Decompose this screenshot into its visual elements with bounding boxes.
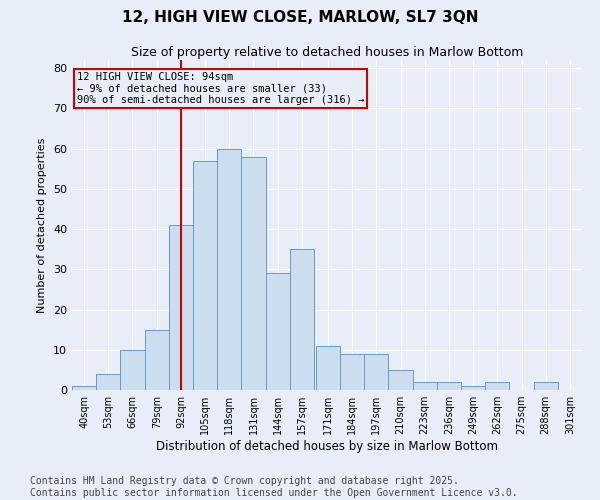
- Bar: [388, 370, 413, 390]
- Bar: [193, 160, 217, 390]
- Bar: [413, 382, 437, 390]
- Bar: [340, 354, 364, 390]
- Bar: [217, 148, 241, 390]
- Bar: [145, 330, 169, 390]
- Bar: [364, 354, 388, 390]
- Y-axis label: Number of detached properties: Number of detached properties: [37, 138, 47, 312]
- Title: Size of property relative to detached houses in Marlow Bottom: Size of property relative to detached ho…: [131, 46, 523, 59]
- Bar: [461, 386, 485, 390]
- X-axis label: Distribution of detached houses by size in Marlow Bottom: Distribution of detached houses by size …: [156, 440, 498, 453]
- Text: Contains HM Land Registry data © Crown copyright and database right 2025.
Contai: Contains HM Land Registry data © Crown c…: [30, 476, 518, 498]
- Bar: [241, 156, 266, 390]
- Bar: [437, 382, 461, 390]
- Bar: [290, 249, 314, 390]
- Bar: [169, 225, 193, 390]
- Text: 12 HIGH VIEW CLOSE: 94sqm
← 9% of detached houses are smaller (33)
90% of semi-d: 12 HIGH VIEW CLOSE: 94sqm ← 9% of detach…: [77, 72, 364, 106]
- Bar: [266, 274, 290, 390]
- Bar: [72, 386, 96, 390]
- Text: 12, HIGH VIEW CLOSE, MARLOW, SL7 3QN: 12, HIGH VIEW CLOSE, MARLOW, SL7 3QN: [122, 10, 478, 25]
- Bar: [485, 382, 509, 390]
- Bar: [533, 382, 558, 390]
- Bar: [316, 346, 340, 390]
- Bar: [121, 350, 145, 390]
- Bar: [96, 374, 121, 390]
